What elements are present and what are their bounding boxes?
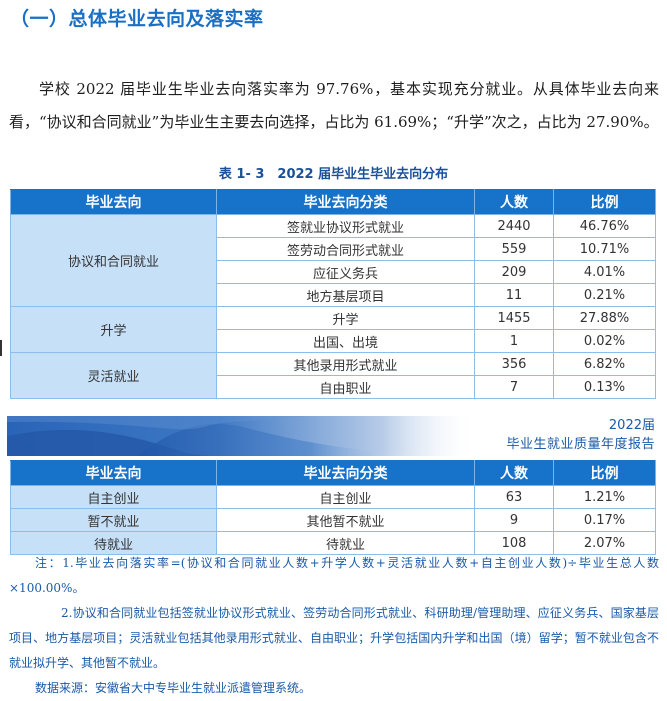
table-row: 暂不就业 其他暂不就业 9 0.17% bbox=[10, 508, 656, 532]
ratio-cell: 10.71% bbox=[553, 237, 656, 261]
group-cell: 暂不就业 bbox=[10, 508, 217, 532]
col-header-count: 人数 bbox=[474, 189, 554, 215]
count-cell: 11 bbox=[474, 283, 554, 307]
category-cell: 其他录用形式就业 bbox=[216, 352, 475, 376]
table-row: 出国、出境 1 0.02% bbox=[11, 329, 656, 353]
ratio-cell: 0.21% bbox=[553, 283, 656, 307]
data-source: 数据来源：安徽省大中专毕业生就业派遣管理系统。 bbox=[35, 681, 312, 695]
wave-decoration-icon bbox=[7, 416, 477, 456]
category-cell: 地方基层项目 bbox=[216, 283, 475, 307]
group-cell: 自主创业 bbox=[10, 485, 217, 509]
table-row: 自主创业 自主创业 63 1.21% bbox=[10, 485, 656, 509]
col-header-ratio: 比例 bbox=[553, 189, 656, 215]
table-row: 升学 升学 1455 27.88% bbox=[10, 306, 656, 353]
table-row: 协议和合同就业 签就业协议形式就业 2440 46.76% bbox=[10, 214, 656, 307]
col-header-ratio: 比例 bbox=[553, 460, 656, 486]
category-cell: 应征义务兵 bbox=[216, 260, 475, 284]
page-edge-mark bbox=[0, 340, 2, 356]
table-row: 应征义务兵 209 4.01% bbox=[11, 260, 656, 284]
category-cell: 出国、出境 bbox=[216, 329, 475, 353]
count-cell: 2440 bbox=[474, 214, 554, 238]
count-cell: 209 bbox=[474, 260, 554, 284]
col-header-destination: 毕业去向 bbox=[10, 460, 217, 486]
col-header-category: 毕业去向分类 bbox=[216, 460, 475, 486]
ratio-cell: 6.82% bbox=[553, 352, 656, 376]
table-row: 签劳动合同形式就业 559 10.71% bbox=[11, 237, 656, 261]
table-header-row: 毕业去向 毕业去向分类 人数 比例 bbox=[10, 460, 656, 486]
destination-table-1: 毕业去向 毕业去向分类 人数 比例 协议和合同就业 签就业协议形式就业 2440… bbox=[10, 189, 656, 399]
category-cell: 自主创业 bbox=[216, 485, 475, 509]
ratio-cell: 46.76% bbox=[553, 214, 656, 238]
ratio-cell: 0.02% bbox=[553, 329, 656, 353]
ratio-cell: 0.17% bbox=[553, 508, 656, 532]
group-cell: 灵活就业 bbox=[10, 352, 217, 399]
count-cell: 108 bbox=[474, 531, 554, 555]
banner-report-name: 毕业生就业质量年度报告 bbox=[506, 437, 655, 452]
col-header-destination: 毕业去向 bbox=[10, 189, 217, 215]
report-banner bbox=[7, 416, 655, 456]
col-header-count: 人数 bbox=[474, 460, 554, 486]
banner-title: 2022届 毕业生就业质量年度报告 bbox=[506, 416, 655, 454]
category-cell: 自由职业 bbox=[216, 375, 475, 399]
section-title: （一）总体毕业去向及落实率 bbox=[10, 8, 264, 30]
count-cell: 559 bbox=[474, 237, 554, 261]
intro-paragraph: 学校 2022 届毕业生毕业去向落实率为 97.76%，基本实现充分就业。从具体… bbox=[9, 80, 659, 131]
table-row: 灵活就业 其他录用形式就业 356 6.82% bbox=[10, 352, 656, 399]
count-cell: 1455 bbox=[474, 306, 554, 330]
destination-table-2: 毕业去向 毕业去向分类 人数 比例 自主创业 自主创业 63 1.21% 暂不就… bbox=[10, 460, 656, 555]
group-cell: 协议和合同就业 bbox=[10, 214, 217, 307]
ratio-cell: 1.21% bbox=[553, 485, 656, 509]
col-header-category: 毕业去向分类 bbox=[216, 189, 475, 215]
table-caption: 表 1- 3 2022 届毕业生毕业去向分布 bbox=[218, 167, 449, 182]
count-cell: 9 bbox=[474, 508, 554, 532]
table-notes: 注：1.毕业去向落实率=(协议和合同就业人数+升学人数+灵活就业人数+自主创业人… bbox=[9, 551, 659, 701]
note-2: 2.协议和合同就业包括签就业协议形式就业、签劳动合同形式就业、科研助理/管理助理… bbox=[9, 606, 659, 670]
note-1: 注：1.毕业去向落实率=(协议和合同就业人数+升学人数+灵活就业人数+自主创业人… bbox=[9, 556, 659, 595]
count-cell: 7 bbox=[474, 375, 554, 399]
count-cell: 63 bbox=[474, 485, 554, 509]
category-cell: 签劳动合同形式就业 bbox=[216, 237, 475, 261]
category-cell: 其他暂不就业 bbox=[216, 508, 475, 532]
table-header-row: 毕业去向 毕业去向分类 人数 比例 bbox=[10, 189, 656, 215]
ratio-cell: 0.13% bbox=[553, 375, 656, 399]
ratio-cell: 4.01% bbox=[553, 260, 656, 284]
count-cell: 356 bbox=[474, 352, 554, 376]
category-cell: 签就业协议形式就业 bbox=[216, 214, 475, 238]
category-cell: 升学 bbox=[216, 306, 475, 330]
count-cell: 1 bbox=[474, 329, 554, 353]
banner-year: 2022届 bbox=[608, 418, 655, 433]
table-row: 自由职业 7 0.13% bbox=[11, 375, 656, 399]
ratio-cell: 27.88% bbox=[553, 306, 656, 330]
ratio-cell: 2.07% bbox=[553, 531, 656, 555]
table-row: 待就业 待就业 108 2.07% bbox=[10, 531, 656, 555]
table-row: 地方基层项目 11 0.21% bbox=[11, 283, 656, 307]
category-cell: 待就业 bbox=[216, 531, 475, 555]
group-cell: 升学 bbox=[10, 306, 217, 353]
